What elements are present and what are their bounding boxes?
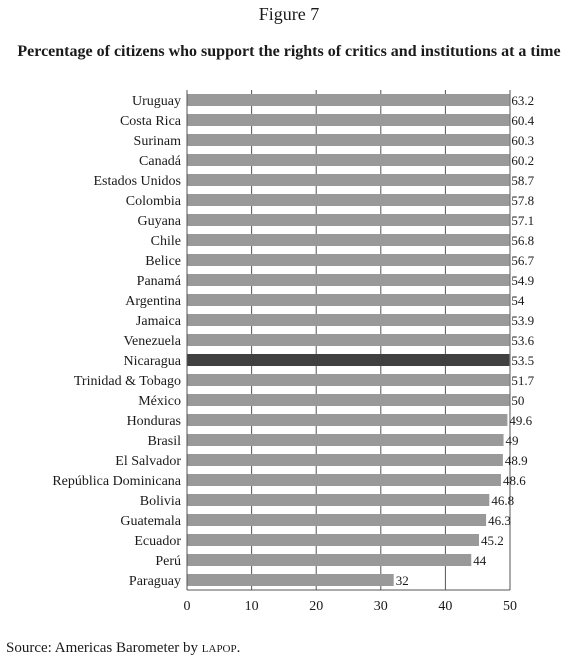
- category-label: Belice: [145, 254, 181, 269]
- bar: [187, 474, 501, 486]
- category-label: República Dominicana: [52, 474, 181, 489]
- data-label: 53.9: [511, 313, 534, 328]
- bar: [187, 234, 510, 246]
- data-label: 48.9: [505, 453, 528, 468]
- chart-title: Percentage of citizens who support the r…: [17, 43, 561, 60]
- data-label: 44: [473, 553, 487, 568]
- bar: [187, 134, 510, 146]
- category-label: México: [138, 394, 181, 409]
- category-label: Chile: [151, 234, 181, 249]
- category-label: Jamaica: [136, 314, 182, 329]
- bar: [187, 314, 510, 326]
- x-tick-label: 40: [438, 599, 452, 614]
- category-label: Uruguay: [132, 94, 181, 109]
- bar: [187, 274, 510, 286]
- category-label: Brasil: [148, 434, 182, 449]
- data-label: 54: [511, 293, 525, 308]
- bar: [187, 354, 510, 366]
- category-label: Bolivia: [140, 494, 182, 509]
- bar: [187, 294, 510, 306]
- data-label: 49.6: [509, 413, 532, 428]
- data-label: 46.8: [491, 493, 514, 508]
- data-label: 60.3: [511, 133, 534, 148]
- bar: [187, 434, 504, 446]
- bar: [187, 514, 487, 526]
- source-suffix: .: [236, 640, 241, 656]
- bar: [187, 374, 510, 386]
- category-label: Venezuela: [123, 334, 181, 349]
- category-label: Paraguay: [129, 574, 181, 589]
- data-label: 45.2: [481, 533, 504, 548]
- data-label: 57.8: [511, 193, 534, 208]
- category-label: Colombia: [126, 194, 182, 209]
- bar-chart: Uruguay 63.2 Costa Rica 60.4 Surinam 60.3 Cana…: [52, 90, 535, 614]
- category-label: Guyana: [137, 214, 181, 229]
- data-label: 63.2: [511, 93, 534, 108]
- source-note: Source: Americas Barometer by lapop.: [6, 640, 240, 657]
- data-label: 32: [396, 573, 409, 588]
- category-label: Canadá: [139, 154, 182, 169]
- x-tick-label: 0: [184, 599, 191, 614]
- data-label: 49: [506, 433, 519, 448]
- category-label: Trinidad & Tobago: [74, 374, 181, 389]
- data-label: 58.7: [511, 173, 534, 188]
- bar: [187, 334, 510, 346]
- bar: [187, 554, 472, 566]
- category-label: Nicaragua: [123, 354, 181, 369]
- category-label: Panamá: [137, 274, 182, 289]
- category-label: Perú: [155, 554, 181, 569]
- category-label: Honduras: [127, 414, 181, 429]
- category-label: Guatemala: [120, 514, 181, 529]
- category-label: Costa Rica: [120, 114, 182, 129]
- source-org: lapop: [201, 640, 237, 656]
- figure-label: Figure 7: [258, 4, 320, 24]
- data-label: 53.5: [511, 353, 534, 368]
- bar: [187, 174, 510, 186]
- source-prefix: Source: Americas Barometer by: [6, 640, 202, 656]
- category-label: Surinam: [134, 134, 182, 149]
- category-label: Estados Unidos: [94, 174, 182, 189]
- data-label: 48.6: [503, 473, 526, 488]
- data-label: 60.2: [511, 153, 534, 168]
- bar: [187, 154, 510, 166]
- bar: [187, 114, 510, 126]
- bar: [187, 194, 510, 206]
- data-label: 50: [511, 393, 524, 408]
- bar: [187, 414, 508, 426]
- bar: [187, 394, 510, 406]
- bar: [187, 214, 510, 226]
- bar: [187, 254, 510, 266]
- category-label: Argentina: [125, 294, 182, 309]
- data-label: 57.1: [511, 213, 534, 228]
- category-label: El Salvador: [115, 454, 181, 469]
- x-tick-label: 50: [503, 599, 517, 614]
- data-label: 46.3: [488, 513, 511, 528]
- bar: [187, 574, 394, 586]
- data-label: 56.7: [511, 253, 534, 268]
- bar: [187, 94, 510, 106]
- data-label: 53.6: [511, 333, 534, 348]
- x-tick-label: 20: [309, 599, 323, 614]
- data-label: 54.9: [511, 273, 534, 288]
- bar: [187, 494, 490, 506]
- bar: [187, 534, 479, 546]
- category-label: Ecuador: [134, 534, 181, 549]
- data-label: 60.4: [511, 113, 534, 128]
- bar: [187, 454, 503, 466]
- data-label: 56.8: [511, 233, 534, 248]
- data-label: 51.7: [511, 373, 534, 388]
- x-tick-label: 30: [374, 599, 388, 614]
- x-tick-label: 10: [245, 599, 259, 614]
